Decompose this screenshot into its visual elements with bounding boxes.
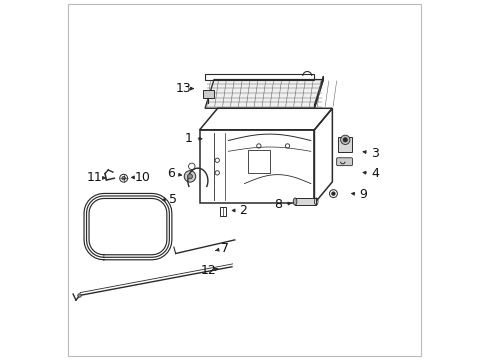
Polygon shape xyxy=(204,80,323,108)
Text: 13: 13 xyxy=(175,82,191,95)
Text: 8: 8 xyxy=(274,198,282,211)
Text: 5: 5 xyxy=(168,193,177,206)
Text: 7: 7 xyxy=(220,242,228,255)
Text: 2: 2 xyxy=(238,204,246,217)
Text: 11: 11 xyxy=(87,171,102,184)
Text: 3: 3 xyxy=(371,147,379,159)
Bar xyxy=(203,90,213,98)
Bar xyxy=(220,207,225,216)
Circle shape xyxy=(187,174,192,179)
Bar xyxy=(294,198,316,205)
Text: 10: 10 xyxy=(134,171,150,184)
Circle shape xyxy=(343,138,346,142)
Text: 9: 9 xyxy=(358,188,366,201)
Circle shape xyxy=(331,192,335,195)
Bar xyxy=(247,149,269,173)
Bar xyxy=(338,137,351,152)
Text: 12: 12 xyxy=(201,264,216,277)
Text: 4: 4 xyxy=(371,167,379,180)
Circle shape xyxy=(340,135,349,144)
Circle shape xyxy=(184,171,195,182)
FancyBboxPatch shape xyxy=(336,158,352,166)
Text: 6: 6 xyxy=(167,167,175,180)
Circle shape xyxy=(122,176,125,180)
Circle shape xyxy=(78,294,81,297)
Ellipse shape xyxy=(293,198,296,205)
Text: 1: 1 xyxy=(184,132,192,145)
